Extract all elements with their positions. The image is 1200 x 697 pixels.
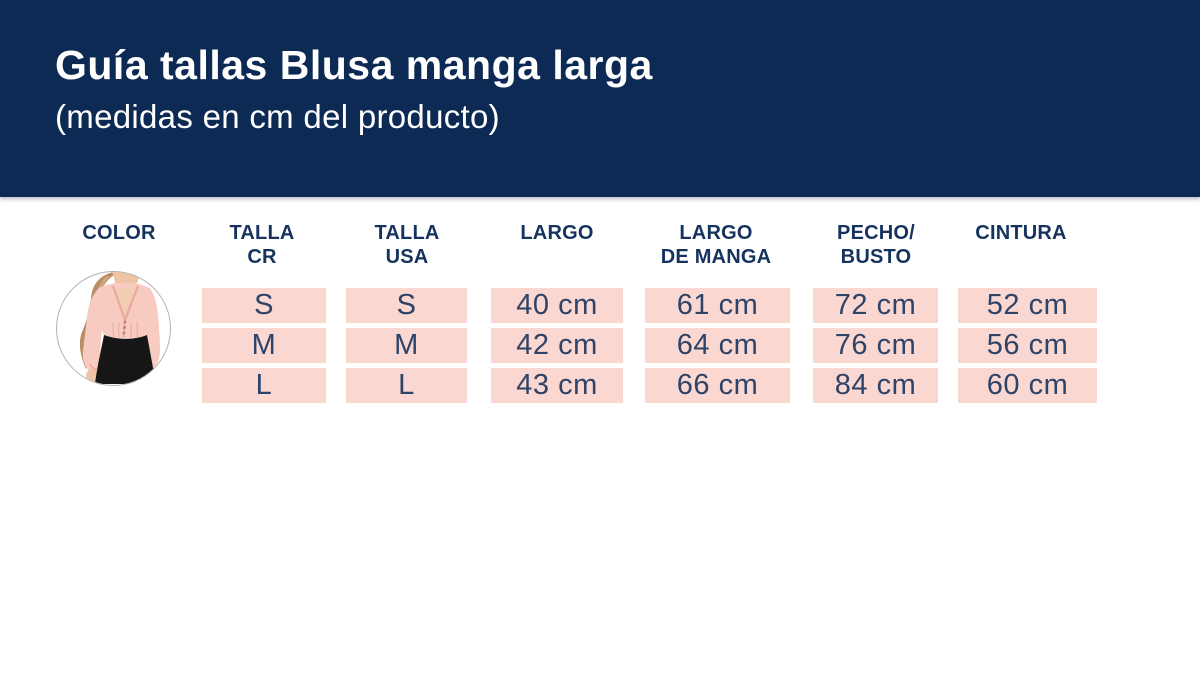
cell-row3-talla-cr: L (202, 368, 326, 403)
cell-row2-largo: 42 cm (491, 328, 623, 363)
cell-row2-largo-manga: 64 cm (645, 328, 790, 363)
column-header-talla-cr: TALLA CR (172, 221, 352, 269)
column-header-label: DE MANGA (660, 246, 772, 268)
cell-row2-cintura: 56 cm (958, 328, 1097, 363)
cell-row2-pecho-busto: 76 cm (813, 328, 938, 363)
column-header-talla-usa: TALLA USA (317, 221, 497, 269)
cell-row1-talla-usa: S (346, 288, 467, 323)
column-header-color: COLOR (29, 221, 209, 245)
cell-row3-largo-manga: 66 cm (645, 368, 790, 403)
column-header-label: TALLA (374, 222, 440, 244)
cell-row1-talla-cr: S (202, 288, 326, 323)
column-header-label: PECHO/ (837, 222, 915, 244)
product-photo (56, 271, 171, 386)
pink-blouse-illustration (79, 272, 160, 384)
cell-row1-cintura: 52 cm (958, 288, 1097, 323)
cell-row1-largo: 40 cm (491, 288, 623, 323)
page-subtitle: (medidas en cm del producto) (55, 98, 500, 136)
cell-row2-talla-usa: M (346, 328, 467, 363)
column-header-label: BUSTO (840, 246, 912, 268)
column-header-label: CR (247, 246, 277, 268)
header-banner: Guía tallas Blusa manga larga (medidas e… (0, 0, 1200, 197)
cell-row1-largo-manga: 61 cm (645, 288, 790, 323)
column-header-label: USA (385, 246, 429, 268)
cell-row3-pecho-busto: 84 cm (813, 368, 938, 403)
page-title: Guía tallas Blusa manga larga (55, 42, 653, 88)
column-header-label: COLOR (82, 222, 156, 244)
column-header-label: CINTURA (975, 222, 1067, 244)
column-header-pecho-busto: PECHO/ BUSTO (786, 221, 966, 269)
column-header-largo: LARGO (467, 221, 647, 245)
column-header-label: LARGO (520, 222, 594, 244)
column-header-label: LARGO (679, 222, 753, 244)
cell-row2-talla-cr: M (202, 328, 326, 363)
column-header-largo-de-manga: LARGO DE MANGA (626, 221, 806, 269)
column-header-cintura: CINTURA (931, 221, 1111, 245)
cell-row1-pecho-busto: 72 cm (813, 288, 938, 323)
cell-row3-cintura: 60 cm (958, 368, 1097, 403)
cell-row3-talla-usa: L (346, 368, 467, 403)
column-header-label: TALLA (229, 222, 295, 244)
cell-row3-largo: 43 cm (491, 368, 623, 403)
